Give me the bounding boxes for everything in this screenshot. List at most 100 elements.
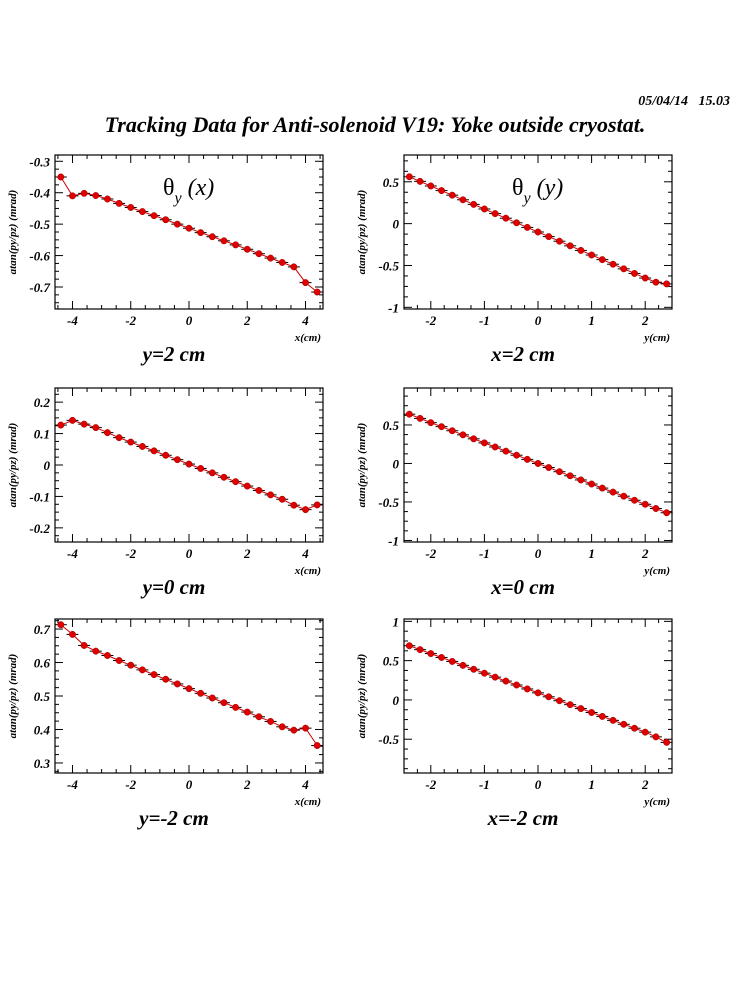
x-tick-label: 0 xyxy=(186,777,193,792)
y-axis-label: atan(py/pz) (mrad) xyxy=(7,423,19,508)
data-point xyxy=(588,480,596,488)
data-point xyxy=(513,681,521,689)
y-axis-label: atan(py/pz) (mrad) xyxy=(356,190,368,275)
y-tick-label: 0 xyxy=(44,458,51,473)
data-point xyxy=(197,689,205,697)
data-point xyxy=(302,724,309,732)
chart-panel-2: -2 -1 0 1 2 0.5 0 -0.5 -1 atan(py/pz) (mrad) y(cm)… xyxy=(356,154,673,366)
y-tick-label: 0.1 xyxy=(34,427,50,442)
data-point xyxy=(427,650,435,658)
data-point xyxy=(57,173,65,181)
y-axis-label: atan(py/pz) (mrad) xyxy=(7,654,19,739)
data-point xyxy=(566,701,574,709)
x-axis-label: y(cm) xyxy=(642,796,670,808)
data-point xyxy=(641,274,649,282)
data-point xyxy=(138,666,146,674)
data-point xyxy=(162,451,170,459)
data-point xyxy=(652,505,660,512)
data-point xyxy=(302,506,309,514)
data-point xyxy=(663,280,671,288)
plot-label: θy (y) xyxy=(512,175,563,207)
data-point xyxy=(663,738,671,746)
data-point xyxy=(523,455,531,463)
x-tick-label: -2 xyxy=(125,777,136,792)
data-point xyxy=(513,451,521,459)
data-point xyxy=(255,713,263,721)
data-point xyxy=(103,429,111,437)
x-tick-label: 0 xyxy=(186,313,193,328)
y-tick-label: 0.5 xyxy=(383,418,400,433)
data-point xyxy=(631,724,638,732)
data-point xyxy=(545,233,553,241)
y-tick-label: 0.3 xyxy=(34,756,51,771)
y-tick-label: -0.5 xyxy=(378,732,399,747)
data-point xyxy=(566,472,574,480)
data-point xyxy=(459,431,467,439)
data-point xyxy=(641,500,649,508)
data-point xyxy=(609,488,617,496)
data-point xyxy=(438,654,445,661)
data-point xyxy=(427,419,435,427)
data-point xyxy=(480,439,488,447)
data-point xyxy=(69,630,76,638)
data-point xyxy=(577,476,585,484)
data-point xyxy=(278,259,286,266)
plot-subtitle: x=-2 cm xyxy=(487,806,559,830)
data-point xyxy=(513,219,521,227)
x-tick-label: 1 xyxy=(588,777,595,792)
data-point xyxy=(278,495,286,503)
x-tick-label: -2 xyxy=(425,313,436,328)
data-point xyxy=(588,709,596,716)
chart-panel-3: -4 -2 0 2 4 0.2 0.1 0 -0.1 -0.2 atan(py/pz) (mrad)… xyxy=(7,387,324,599)
data-point xyxy=(243,708,251,716)
data-point xyxy=(598,484,606,492)
y-tick-label: -0.4 xyxy=(29,186,50,201)
y-axis-label: atan(py/pz) (mrad) xyxy=(7,190,19,275)
data-point xyxy=(185,685,193,693)
data-point xyxy=(57,421,65,429)
data-point xyxy=(69,416,76,424)
y-tick-label: 0 xyxy=(393,456,400,471)
data-point xyxy=(232,241,240,249)
data-point xyxy=(609,716,617,724)
data-point xyxy=(290,726,298,734)
x-tick-label: -4 xyxy=(67,313,78,328)
page-title: Tracking Data for Anti-solenoid V19: Yok… xyxy=(104,112,646,137)
data-point xyxy=(555,697,563,705)
x-tick-label: 4 xyxy=(301,777,309,792)
x-tick-label: 2 xyxy=(243,546,251,561)
data-point xyxy=(491,210,499,218)
data-point xyxy=(405,642,413,650)
chart-panel-5: -4 -2 0 2 4 0.7 0.6 0.5 0.4 0.3 atan(py/pz) (mrad)… xyxy=(7,618,324,830)
data-point xyxy=(416,646,424,654)
data-point xyxy=(502,214,510,222)
data-point xyxy=(127,438,135,446)
data-point xyxy=(652,733,660,741)
y-tick-label: 0.6 xyxy=(34,656,51,671)
y-tick-label: 0.2 xyxy=(34,395,51,410)
data-point xyxy=(290,263,298,271)
x-tick-label: 0 xyxy=(186,546,193,561)
x-tick-label: 2 xyxy=(641,313,649,328)
data-point xyxy=(598,712,606,720)
x-tick-label: 1 xyxy=(588,313,595,328)
data-point xyxy=(577,705,585,713)
data-point xyxy=(197,465,205,472)
x-tick-label: 0 xyxy=(535,546,542,561)
data-point xyxy=(185,460,193,468)
data-point xyxy=(255,250,263,258)
timestamp: 05/04/14 15.03 xyxy=(638,94,730,109)
data-point xyxy=(220,237,228,245)
y-tick-label: 0.4 xyxy=(34,722,51,737)
x-axis-label: x(cm) xyxy=(294,565,321,577)
data-point xyxy=(448,427,456,435)
y-tick-label: -0.3 xyxy=(29,154,50,169)
data-point xyxy=(313,742,321,749)
data-point xyxy=(620,492,628,500)
data-point xyxy=(267,254,275,262)
data-point xyxy=(534,460,542,467)
series-line xyxy=(60,624,318,746)
data-point xyxy=(631,496,638,504)
data-point xyxy=(459,196,467,204)
x-tick-label: 4 xyxy=(301,546,309,561)
